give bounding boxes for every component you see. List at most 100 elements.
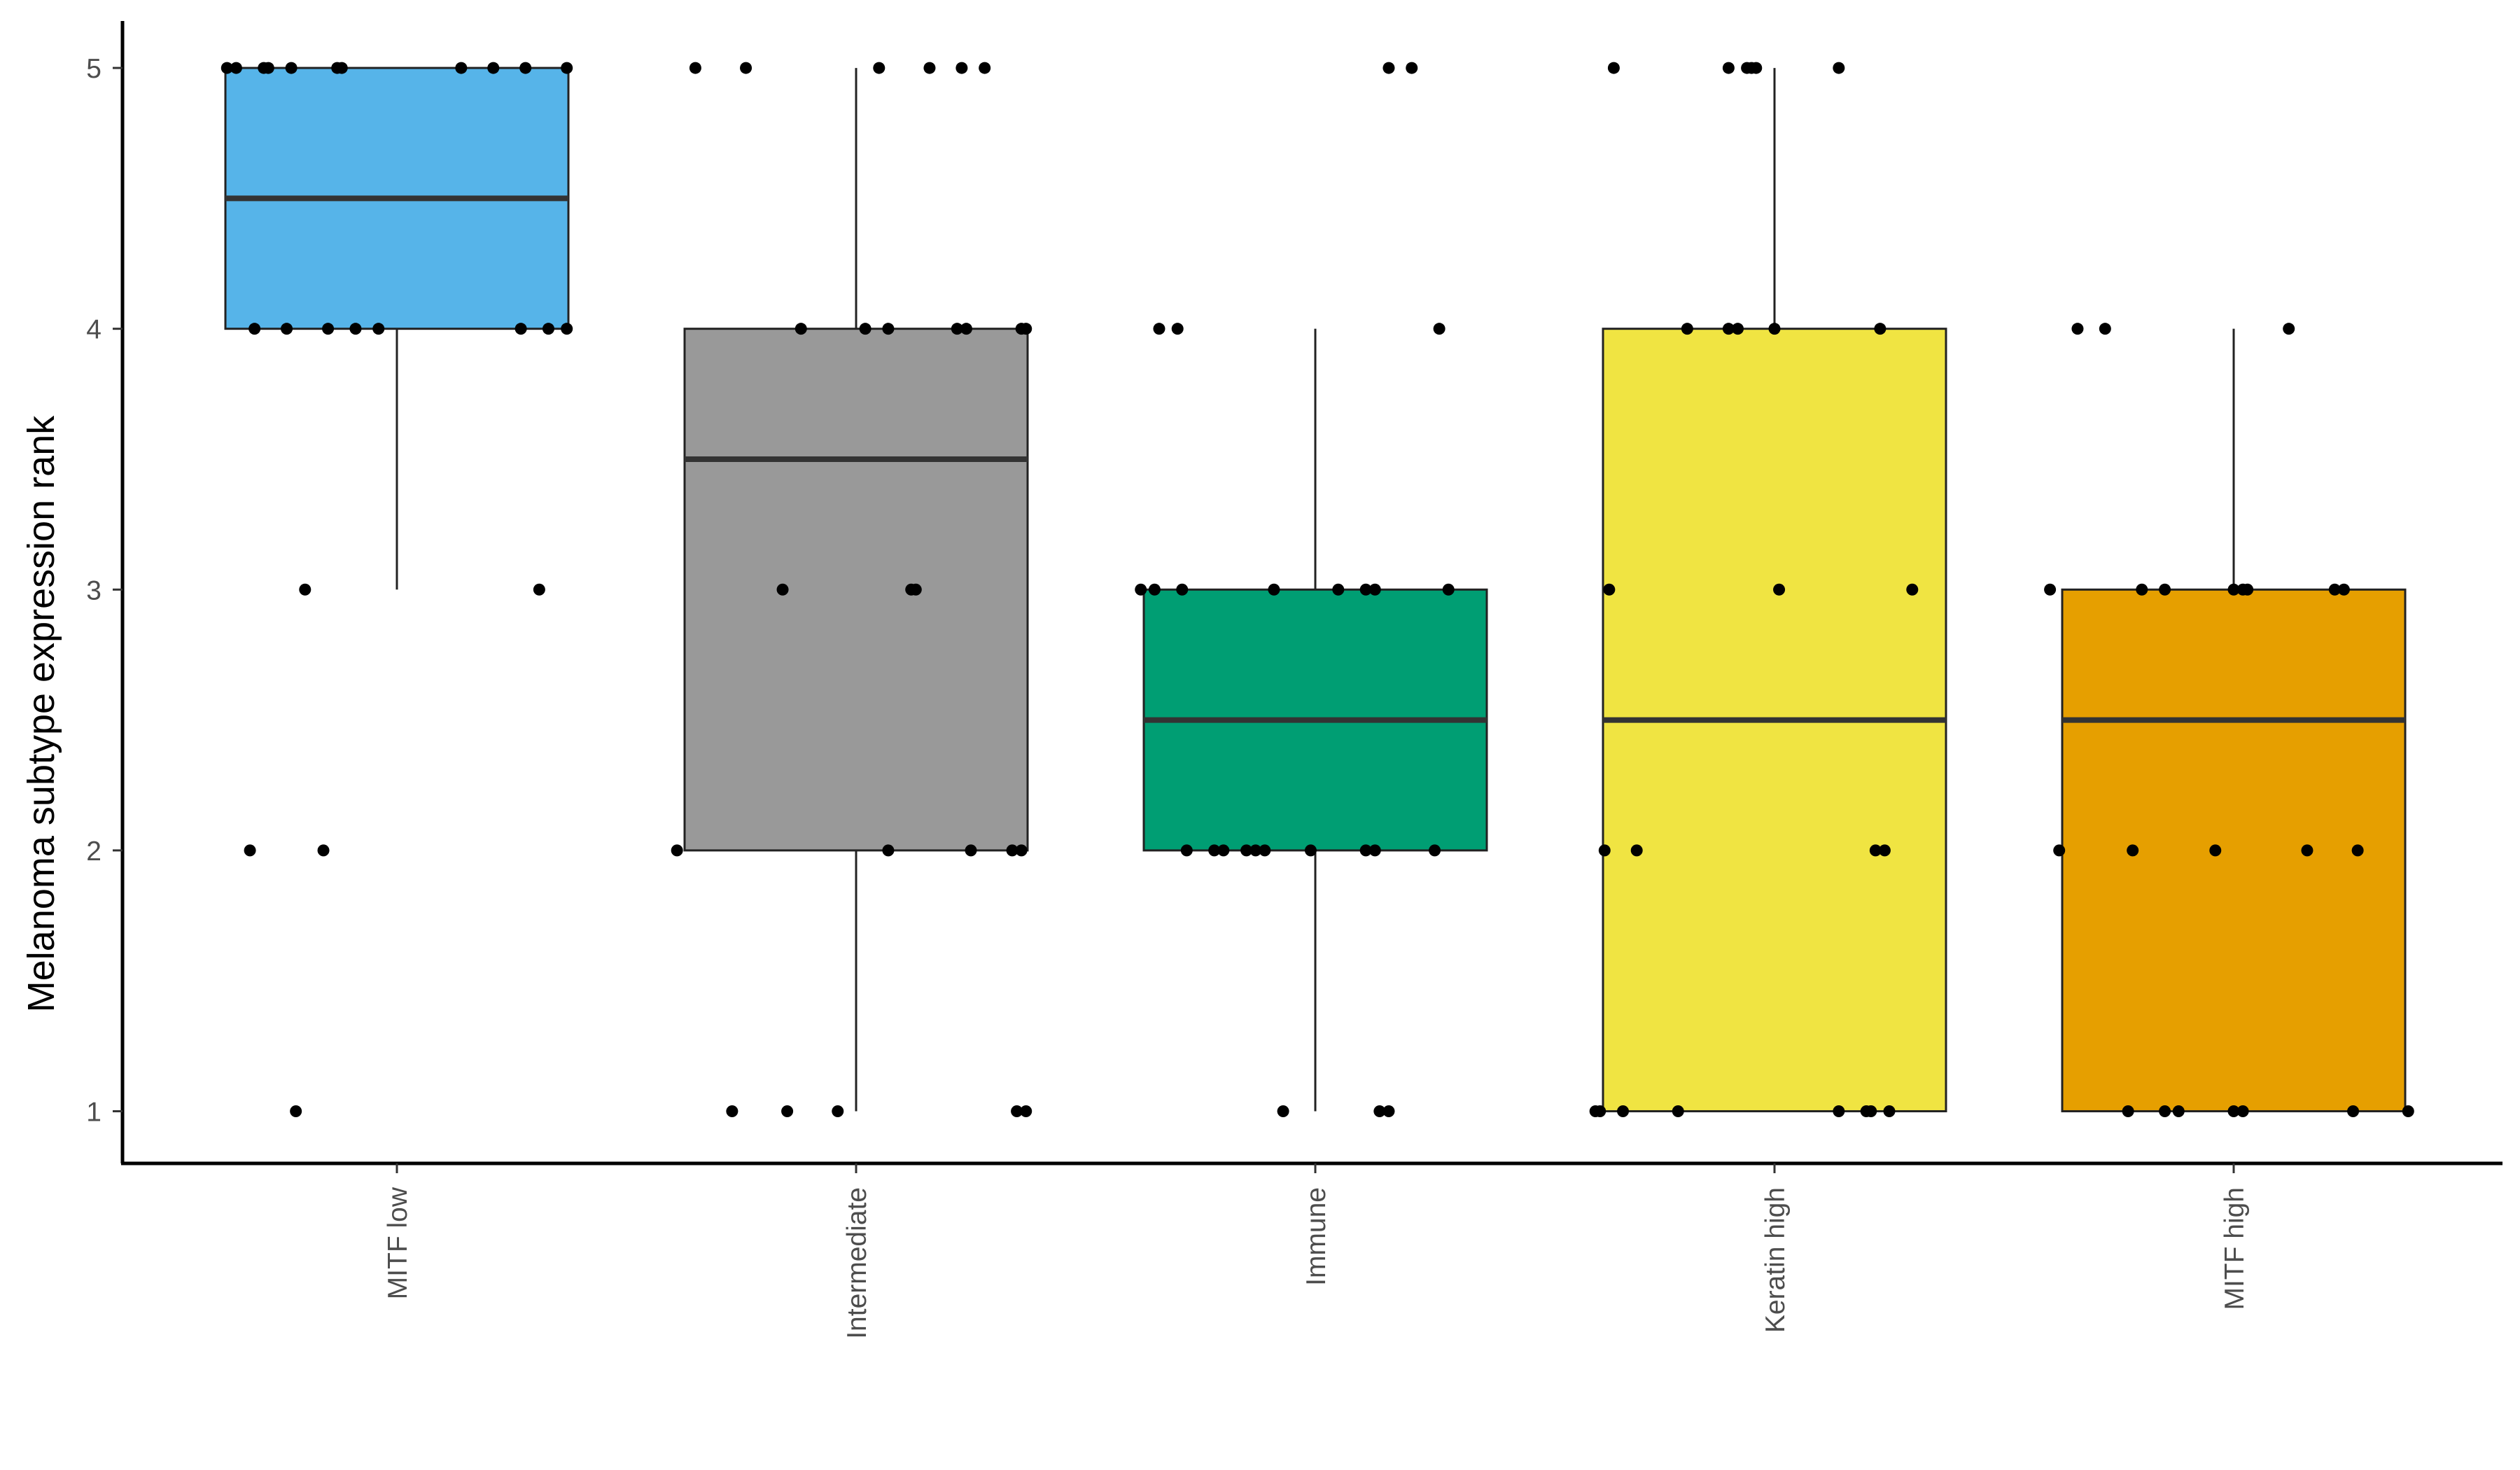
x-tick-label: MITF high xyxy=(2220,1187,2250,1310)
y-tick-label: 2 xyxy=(86,836,102,867)
y-tick-label: 1 xyxy=(86,1097,102,1127)
data-point xyxy=(2351,844,2364,857)
data-point xyxy=(882,844,895,857)
box-group-mitf-low xyxy=(220,62,573,1117)
data-point xyxy=(726,1105,738,1117)
data-point xyxy=(2402,1105,2414,1117)
box-group-immune xyxy=(1135,62,1488,1117)
data-point xyxy=(1833,1105,1845,1117)
data-point xyxy=(2241,583,2254,596)
data-point xyxy=(2127,844,2139,857)
data-point xyxy=(1865,1105,1877,1117)
data-point xyxy=(1869,844,1882,857)
x-tick-label: MITF low xyxy=(383,1186,413,1299)
data-point xyxy=(951,323,963,335)
data-point xyxy=(955,62,968,74)
data-point xyxy=(1250,844,1262,857)
data-point xyxy=(2099,323,2111,335)
data-point xyxy=(1878,844,1891,857)
data-point xyxy=(960,323,972,335)
data-point xyxy=(1171,323,1184,335)
data-point xyxy=(248,323,261,335)
data-point xyxy=(561,323,573,335)
data-point xyxy=(2301,844,2314,857)
data-point xyxy=(2159,583,2171,596)
data-point xyxy=(671,844,683,857)
data-point xyxy=(1607,62,1620,74)
data-point xyxy=(776,583,789,596)
data-point xyxy=(514,323,527,335)
y-tick-label: 3 xyxy=(86,575,102,606)
data-point xyxy=(262,62,274,74)
data-point xyxy=(1382,1105,1395,1117)
x-tick-label: Immune xyxy=(1301,1187,1331,1286)
data-point xyxy=(1135,583,1147,596)
data-point xyxy=(244,844,256,857)
data-point xyxy=(1368,583,1381,596)
data-point xyxy=(1906,583,1919,596)
data-point xyxy=(1773,583,1786,596)
data-point xyxy=(1672,1105,1684,1117)
data-point xyxy=(1148,583,1161,596)
data-point xyxy=(2044,583,2057,596)
data-point xyxy=(220,62,233,74)
data-point xyxy=(1603,583,1616,596)
data-point xyxy=(2347,1105,2360,1117)
data-point xyxy=(1359,583,1372,596)
data-point xyxy=(1180,844,1193,857)
data-point xyxy=(1722,323,1735,335)
data-point xyxy=(1883,1105,1896,1117)
data-point xyxy=(281,323,293,335)
x-tick-label: Intermediate xyxy=(842,1187,872,1339)
data-point xyxy=(1359,844,1372,857)
data-point xyxy=(781,1105,794,1117)
data-point xyxy=(290,1105,302,1117)
box-group-mitf-high xyxy=(2044,323,2414,1117)
data-point xyxy=(1015,844,1028,857)
data-point xyxy=(2172,1105,2185,1117)
y-tick-label: 4 xyxy=(86,315,102,345)
data-point xyxy=(2227,583,2240,596)
data-point xyxy=(689,62,701,74)
data-point xyxy=(349,323,362,335)
x-tick-label: Keratin high xyxy=(1760,1187,1791,1333)
data-point xyxy=(2071,323,2084,335)
data-point xyxy=(2159,1105,2171,1117)
data-point xyxy=(965,844,977,857)
data-point xyxy=(285,62,298,74)
data-point xyxy=(1020,323,1032,335)
data-point xyxy=(1332,583,1345,596)
data-point xyxy=(455,62,468,74)
data-point xyxy=(1598,844,1611,857)
data-point xyxy=(1874,323,1886,335)
data-point xyxy=(2227,1105,2240,1117)
axes: 1 2 3 4 5 MITF low Intermediate Immune Keratin h… xyxy=(86,21,2502,1339)
data-point xyxy=(1006,844,1018,857)
data-point xyxy=(2053,844,2066,857)
data-point xyxy=(1268,583,1280,596)
box-group-keratin-high xyxy=(1589,62,1947,1117)
data-point xyxy=(794,323,807,335)
data-point xyxy=(2136,583,2148,596)
data-point xyxy=(1304,844,1317,857)
data-point xyxy=(1833,62,1845,74)
data-point xyxy=(923,62,936,74)
data-point xyxy=(2122,1105,2134,1117)
box-group-intermediate xyxy=(671,62,1032,1117)
data-point xyxy=(519,62,532,74)
data-point xyxy=(1433,323,1446,335)
data-point xyxy=(561,62,573,74)
data-point xyxy=(372,323,385,335)
data-point xyxy=(1722,62,1735,74)
data-point xyxy=(1277,1105,1289,1117)
data-point xyxy=(1259,844,1271,857)
data-point xyxy=(1020,1105,1032,1117)
data-point xyxy=(1630,844,1643,857)
data-point xyxy=(859,323,872,335)
data-point xyxy=(533,583,545,596)
data-point xyxy=(335,62,348,74)
data-point xyxy=(1750,62,1763,74)
data-point xyxy=(487,62,500,74)
data-point xyxy=(1153,323,1166,335)
